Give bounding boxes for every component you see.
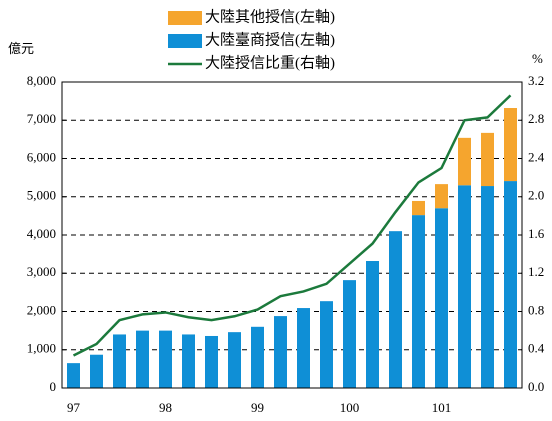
bar	[343, 280, 356, 388]
bar	[113, 334, 126, 388]
bar	[228, 332, 241, 388]
bar	[320, 301, 333, 388]
y2-tick-label: 0.4	[528, 341, 545, 356]
bar	[458, 185, 471, 388]
bar	[159, 330, 172, 388]
y2-tick-label: 2.8	[528, 111, 544, 126]
y2-tick-label: 2.0	[528, 188, 544, 203]
bar	[412, 200, 425, 216]
legend-label: 大陸其他授信(左軸)	[205, 8, 335, 25]
y2-tick-label: 0.8	[528, 302, 544, 317]
legend-swatch	[168, 34, 202, 48]
x-tick-label: 98	[159, 400, 172, 415]
y2-axis-label: %	[532, 51, 543, 66]
y2-tick-label: 1.6	[528, 226, 545, 241]
y-tick-label: 1,000	[27, 341, 56, 356]
bar	[67, 363, 80, 388]
y2-tick-label: 2.4	[528, 149, 545, 164]
bar	[366, 261, 379, 388]
line	[72, 94, 512, 357]
bar	[504, 108, 517, 182]
legend-swatch	[168, 11, 202, 25]
x-tick-label: 100	[340, 400, 360, 415]
legend-label: 大陸臺商授信(左軸)	[205, 31, 335, 48]
bar	[90, 354, 103, 388]
bar	[205, 335, 218, 388]
bar	[481, 132, 494, 187]
y-tick-label: 5,000	[27, 188, 56, 203]
bar	[182, 334, 195, 388]
bar	[481, 186, 494, 388]
bar	[435, 208, 448, 388]
y2-tick-label: 0.0	[528, 379, 544, 394]
x-tick-label: 99	[251, 400, 264, 415]
y2-tick-label: 3.2	[528, 73, 544, 88]
y2-tick-label: 1.2	[528, 264, 544, 279]
y-tick-label: 8,000	[27, 73, 56, 88]
x-tick-label: 101	[432, 400, 452, 415]
x-tick-label: 97	[67, 400, 81, 415]
bar	[274, 316, 287, 388]
bar	[389, 231, 402, 388]
y-axis-label: 億元	[8, 41, 34, 56]
legend-label: 大陸授信比重(右軸)	[205, 54, 335, 71]
y-tick-label: 3,000	[27, 264, 56, 279]
bar	[504, 181, 517, 388]
y-tick-label: 4,000	[27, 226, 56, 241]
bar	[136, 330, 149, 388]
y-tick-label: 7,000	[27, 111, 56, 126]
bar	[297, 308, 310, 388]
bar	[435, 184, 448, 209]
y-tick-label: 6,000	[27, 149, 56, 164]
plot-frame	[61, 81, 523, 389]
y-tick-label: 2,000	[27, 302, 56, 317]
bar	[412, 215, 425, 388]
bar	[251, 326, 264, 388]
y-tick-label: 0	[50, 379, 57, 394]
bar	[458, 137, 471, 186]
